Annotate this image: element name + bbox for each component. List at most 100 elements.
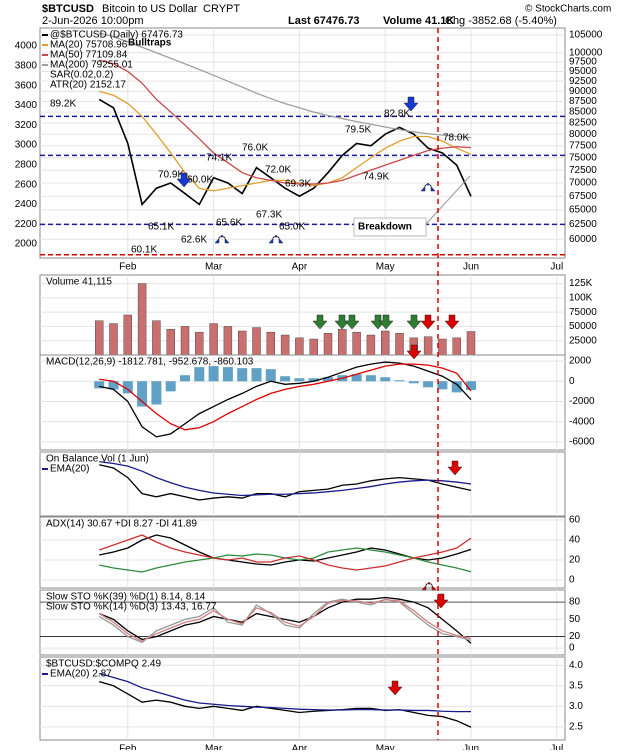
series-line: [99, 363, 472, 431]
y-tick-label: 95000: [569, 66, 597, 77]
histogram-bar: [265, 369, 276, 382]
histogram-bar: [180, 375, 190, 382]
legend-label: EMA(20): [50, 464, 89, 475]
arrow: [334, 314, 350, 330]
arrow: [378, 314, 394, 330]
volume-bar: [366, 334, 376, 356]
series-line: [98, 534, 472, 571]
y2-tick-label: 3400: [15, 100, 38, 111]
histogram-bar: [251, 368, 262, 382]
y-tick-label: 0: [569, 643, 575, 654]
y2-tick-label: 2600: [15, 179, 38, 190]
x-tick-label: Apr: [292, 262, 308, 273]
x-tick-label: May: [376, 744, 395, 750]
volume-bar: [309, 338, 318, 356]
series-line: [98, 596, 472, 644]
series-line: [99, 90, 472, 192]
histogram-bar: [165, 381, 176, 392]
panel-frame: [39, 451, 566, 517]
volume-bar: [109, 323, 118, 356]
y2-tick-label: 2200: [15, 219, 38, 230]
y-tick-label: 72500: [569, 165, 597, 176]
arrow: [268, 234, 284, 244]
date: 2-Jun-2026 10:00pm: [42, 15, 144, 27]
y-tick-label: 67500: [569, 191, 597, 202]
histogram-bar: [380, 377, 391, 382]
y-tick-label: 2000: [569, 356, 592, 367]
series-line: [99, 32, 472, 139]
y-tick-label: 20: [569, 555, 581, 566]
volume-bar: [323, 333, 333, 356]
y-tick-label: 87500: [569, 96, 597, 107]
volume-bar: [452, 337, 461, 356]
y-tick-label: 50000: [569, 321, 597, 332]
arrow: [214, 234, 230, 244]
volume-bar: [423, 336, 433, 356]
histogram-bar: [437, 381, 448, 390]
histogram-bar: [222, 367, 233, 382]
volume-bar: [223, 326, 233, 356]
y-tick-label: 40: [569, 535, 581, 546]
histogram-bar: [408, 381, 419, 384]
legend-label: MACD(12,26,9) -1812.781, -952.678, -860.…: [46, 357, 254, 368]
histogram-bar: [294, 378, 305, 382]
y-tick-label: 3.5: [569, 680, 583, 691]
histogram-bar: [108, 381, 119, 390]
volume-bar: [395, 333, 404, 356]
series-line: [99, 361, 472, 438]
legend-label: EMA(20) 2.87: [50, 669, 112, 680]
histogram-bar: [351, 374, 362, 382]
y-tick-label: 90000: [569, 86, 597, 97]
x-tick-label: Feb: [119, 262, 137, 273]
volume-bar: [237, 330, 247, 356]
y-tick-label: 100000: [569, 47, 603, 58]
arrow: [406, 344, 422, 360]
x-tick-label: Jun: [463, 262, 479, 273]
y-tick-label: -6000: [569, 437, 595, 448]
x-tick-label: Apr: [292, 744, 308, 750]
legend-label: SAR(0.02,0.2): [50, 70, 113, 81]
series-line: [98, 599, 472, 642]
histogram-bar: [151, 381, 162, 405]
histogram-bar: [208, 366, 219, 382]
arrow: [447, 460, 463, 476]
panel-frame: [39, 656, 566, 741]
change: Chg -3852.68 (-5.40%): [445, 15, 557, 27]
y-tick-label: 97500: [569, 57, 597, 68]
arrow: [433, 593, 449, 609]
y-tick-label: 70000: [569, 178, 597, 189]
y-tick-label: 75000: [569, 152, 597, 163]
legend-label: Slow STO %K(14) %D(3) 13.43, 16.77: [46, 602, 217, 613]
volume-bar: [466, 331, 476, 356]
series-line: [99, 681, 472, 728]
symbol-name: Bitcoin to US Dollar: [102, 3, 198, 15]
annotation: 65.6K: [216, 218, 242, 229]
y-tick-label: 0: [569, 575, 575, 586]
volume-bar: [209, 323, 218, 356]
credit: © StockCharts.com: [525, 4, 611, 15]
legend-label: Slow STO %K(39) %D(1) 8.14, 8.14: [46, 592, 206, 603]
annotation: 62.6K: [181, 235, 207, 246]
volume-bar: [94, 320, 104, 356]
y-tick-label: 60: [569, 515, 581, 526]
panel-frame: [39, 354, 566, 451]
series-line: [99, 59, 472, 185]
annotation: 72.0K: [265, 165, 291, 176]
y2-tick-label: 3200: [15, 120, 38, 131]
y-tick-label: 125K: [569, 278, 593, 289]
series-line: [98, 98, 472, 207]
y-tick-label: 75000: [569, 307, 597, 318]
arrow: [421, 581, 437, 591]
x-tick-label: Jun: [463, 744, 479, 750]
y2-tick-label: 3600: [15, 80, 38, 91]
histogram-bar: [280, 376, 291, 382]
arrow: [370, 314, 386, 330]
series-line: [99, 464, 472, 501]
annotation: 74.1K: [206, 153, 232, 164]
volume-bar: [166, 329, 175, 356]
arrow: [387, 680, 403, 696]
histogram-bar: [122, 381, 133, 394]
histogram-bar: [308, 378, 319, 382]
y-tick-label: -2000: [569, 396, 595, 407]
y-tick-label: 20: [569, 631, 581, 642]
